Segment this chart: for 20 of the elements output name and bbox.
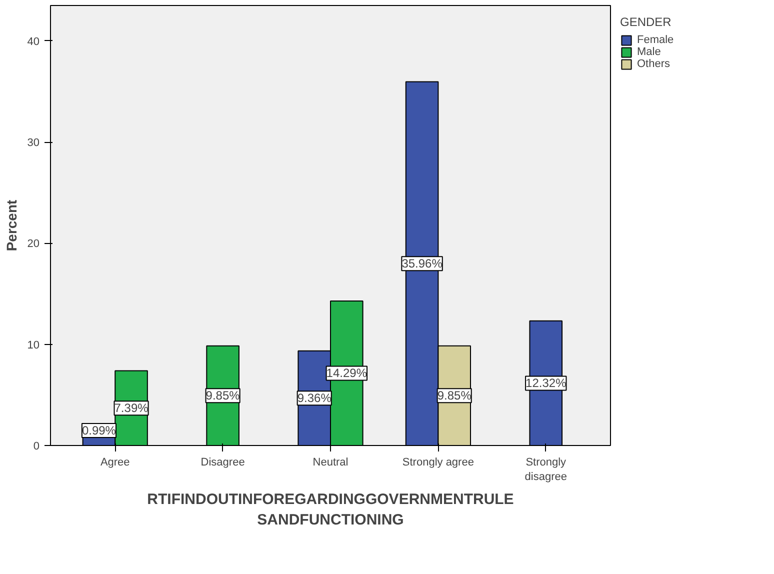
y-axis-title: Percent (3, 199, 20, 252)
x-tick-label: Disagree (200, 456, 245, 468)
x-tick-label: Neutral (312, 456, 348, 468)
y-tick-label: 30 (27, 137, 40, 150)
y-tick-label: 10 (27, 339, 40, 352)
data-label: 9.36% (297, 391, 332, 406)
x-tick-label: Agree (100, 456, 130, 468)
data-label: 0.99% (82, 423, 116, 438)
data-label: 35.96% (402, 256, 443, 271)
y-tick-label: 20 (27, 238, 40, 250)
x-axis-title: RTIFINDOUTINFOREGARDINGGOVERNMENTRULESANDFUNCTIONING (147, 490, 514, 528)
x-tick-label: Strongly agree (402, 456, 474, 468)
data-label: 9.85% (437, 388, 472, 403)
y-tick-label: 40 (27, 36, 40, 48)
legend-title: GENDER (620, 15, 672, 29)
legend-label: Male (637, 46, 661, 58)
legend-label: Others (637, 58, 670, 70)
y-tick-label: 0 (33, 440, 40, 452)
x-tick-label: Strongly disagree (524, 456, 567, 483)
legend-label: Female (637, 34, 674, 46)
